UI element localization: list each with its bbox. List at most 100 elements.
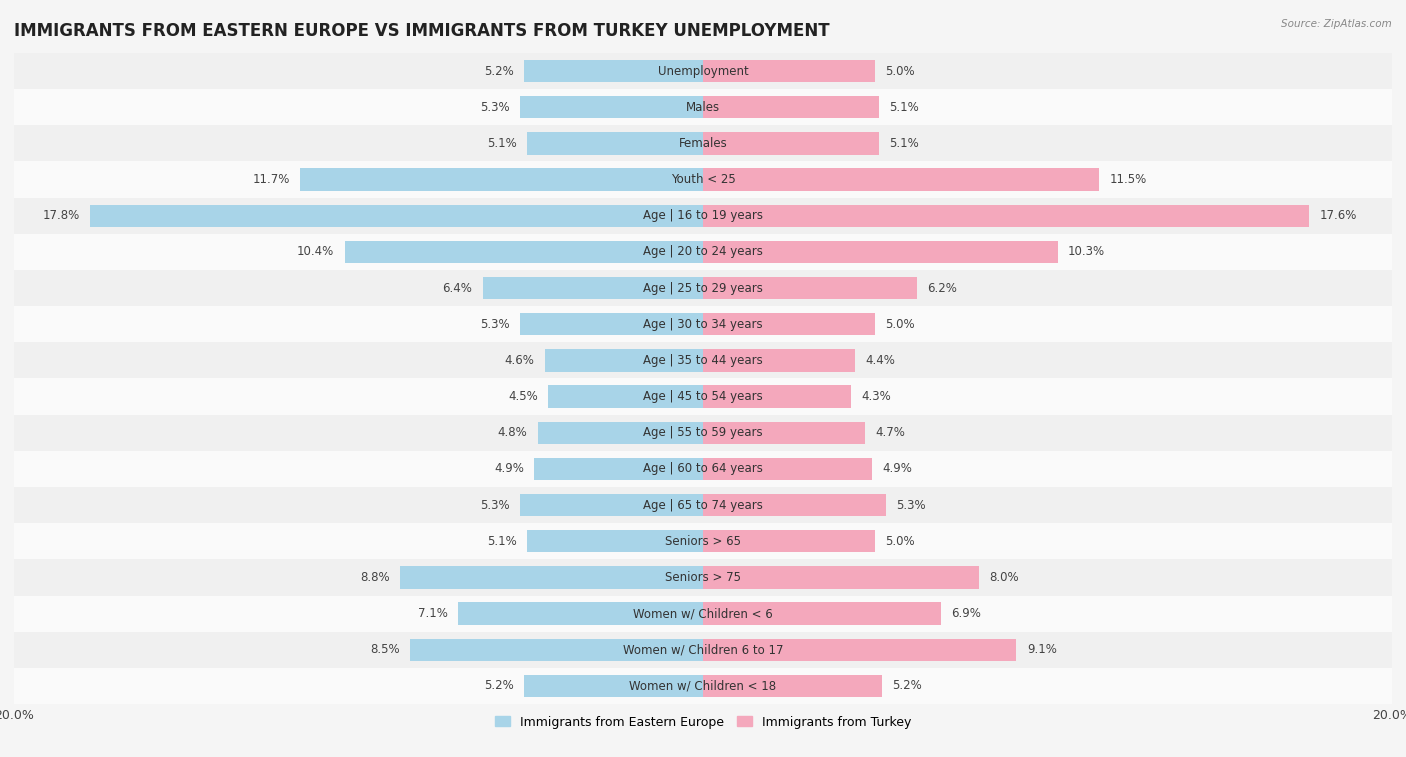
Bar	[703, 674, 882, 697]
Text: 4.9%: 4.9%	[882, 463, 912, 475]
Text: 4.7%: 4.7%	[875, 426, 905, 439]
Bar	[14, 596, 1392, 631]
Text: 9.1%: 9.1%	[1026, 643, 1057, 656]
Bar	[703, 132, 879, 154]
Bar	[537, 422, 703, 444]
Bar	[14, 53, 1392, 89]
Text: 5.0%: 5.0%	[886, 64, 915, 77]
Text: 17.6%: 17.6%	[1320, 209, 1357, 223]
Text: 6.4%: 6.4%	[443, 282, 472, 294]
Bar	[703, 349, 855, 372]
Text: Women w/ Children < 18: Women w/ Children < 18	[630, 680, 776, 693]
Bar	[703, 566, 979, 589]
Text: Age | 45 to 54 years: Age | 45 to 54 years	[643, 390, 763, 403]
Text: 6.2%: 6.2%	[927, 282, 956, 294]
Text: 11.5%: 11.5%	[1109, 173, 1147, 186]
Text: Age | 16 to 19 years: Age | 16 to 19 years	[643, 209, 763, 223]
Text: 5.2%: 5.2%	[484, 64, 513, 77]
Bar	[520, 313, 703, 335]
Bar	[703, 241, 1057, 263]
Bar	[14, 378, 1392, 415]
Bar	[14, 342, 1392, 378]
Text: 17.8%: 17.8%	[42, 209, 80, 223]
Bar	[14, 451, 1392, 487]
Bar	[14, 89, 1392, 126]
Text: Unemployment: Unemployment	[658, 64, 748, 77]
Text: 4.9%: 4.9%	[494, 463, 524, 475]
Text: 4.6%: 4.6%	[505, 354, 534, 367]
Bar	[299, 168, 703, 191]
Bar	[90, 204, 703, 227]
Text: Source: ZipAtlas.com: Source: ZipAtlas.com	[1281, 19, 1392, 29]
Text: Women w/ Children < 6: Women w/ Children < 6	[633, 607, 773, 620]
Bar	[544, 349, 703, 372]
Bar	[14, 306, 1392, 342]
Text: Women w/ Children 6 to 17: Women w/ Children 6 to 17	[623, 643, 783, 656]
Bar	[458, 603, 703, 625]
Text: 4.5%: 4.5%	[508, 390, 537, 403]
Bar	[411, 639, 703, 661]
Bar	[703, 494, 886, 516]
Text: 11.7%: 11.7%	[252, 173, 290, 186]
Text: Age | 55 to 59 years: Age | 55 to 59 years	[643, 426, 763, 439]
Bar	[14, 234, 1392, 270]
Text: Females: Females	[679, 137, 727, 150]
Bar	[703, 60, 875, 83]
Text: 10.4%: 10.4%	[297, 245, 335, 258]
Bar	[520, 494, 703, 516]
Bar	[703, 96, 879, 118]
Text: 6.9%: 6.9%	[950, 607, 981, 620]
Bar	[703, 639, 1017, 661]
Text: 4.4%: 4.4%	[865, 354, 894, 367]
Text: Age | 60 to 64 years: Age | 60 to 64 years	[643, 463, 763, 475]
Text: 5.1%: 5.1%	[488, 137, 517, 150]
Text: 4.3%: 4.3%	[862, 390, 891, 403]
Bar	[482, 277, 703, 299]
Bar	[703, 385, 851, 408]
Bar	[14, 270, 1392, 306]
Bar	[399, 566, 703, 589]
Text: 8.0%: 8.0%	[988, 571, 1018, 584]
Bar	[14, 161, 1392, 198]
Text: Males: Males	[686, 101, 720, 114]
Bar	[520, 96, 703, 118]
Text: 5.1%: 5.1%	[889, 101, 918, 114]
Text: Age | 30 to 34 years: Age | 30 to 34 years	[643, 318, 763, 331]
Text: 5.2%: 5.2%	[893, 680, 922, 693]
Bar	[14, 523, 1392, 559]
Legend: Immigrants from Eastern Europe, Immigrants from Turkey: Immigrants from Eastern Europe, Immigran…	[491, 711, 915, 734]
Text: 5.1%: 5.1%	[889, 137, 918, 150]
Text: 5.3%: 5.3%	[481, 101, 510, 114]
Text: Youth < 25: Youth < 25	[671, 173, 735, 186]
Bar	[703, 530, 875, 553]
Bar	[14, 487, 1392, 523]
Text: Seniors > 75: Seniors > 75	[665, 571, 741, 584]
Bar	[524, 674, 703, 697]
Text: 5.1%: 5.1%	[488, 534, 517, 548]
Bar	[703, 313, 875, 335]
Bar	[527, 132, 703, 154]
Text: Age | 65 to 74 years: Age | 65 to 74 years	[643, 499, 763, 512]
Text: IMMIGRANTS FROM EASTERN EUROPE VS IMMIGRANTS FROM TURKEY UNEMPLOYMENT: IMMIGRANTS FROM EASTERN EUROPE VS IMMIGR…	[14, 22, 830, 40]
Text: Age | 35 to 44 years: Age | 35 to 44 years	[643, 354, 763, 367]
Bar	[14, 559, 1392, 596]
Bar	[527, 530, 703, 553]
Text: 5.3%: 5.3%	[481, 318, 510, 331]
Bar	[703, 422, 865, 444]
Text: 10.3%: 10.3%	[1069, 245, 1105, 258]
Bar	[703, 603, 941, 625]
Bar	[534, 458, 703, 480]
Bar	[703, 168, 1099, 191]
Bar	[703, 458, 872, 480]
Text: 8.8%: 8.8%	[360, 571, 389, 584]
Text: Age | 20 to 24 years: Age | 20 to 24 years	[643, 245, 763, 258]
Text: 8.5%: 8.5%	[370, 643, 399, 656]
Bar	[14, 415, 1392, 451]
Text: 5.0%: 5.0%	[886, 534, 915, 548]
Text: 7.1%: 7.1%	[418, 607, 449, 620]
Text: 5.3%: 5.3%	[896, 499, 925, 512]
Bar	[14, 126, 1392, 161]
Bar	[548, 385, 703, 408]
Bar	[14, 198, 1392, 234]
Text: 5.3%: 5.3%	[481, 499, 510, 512]
